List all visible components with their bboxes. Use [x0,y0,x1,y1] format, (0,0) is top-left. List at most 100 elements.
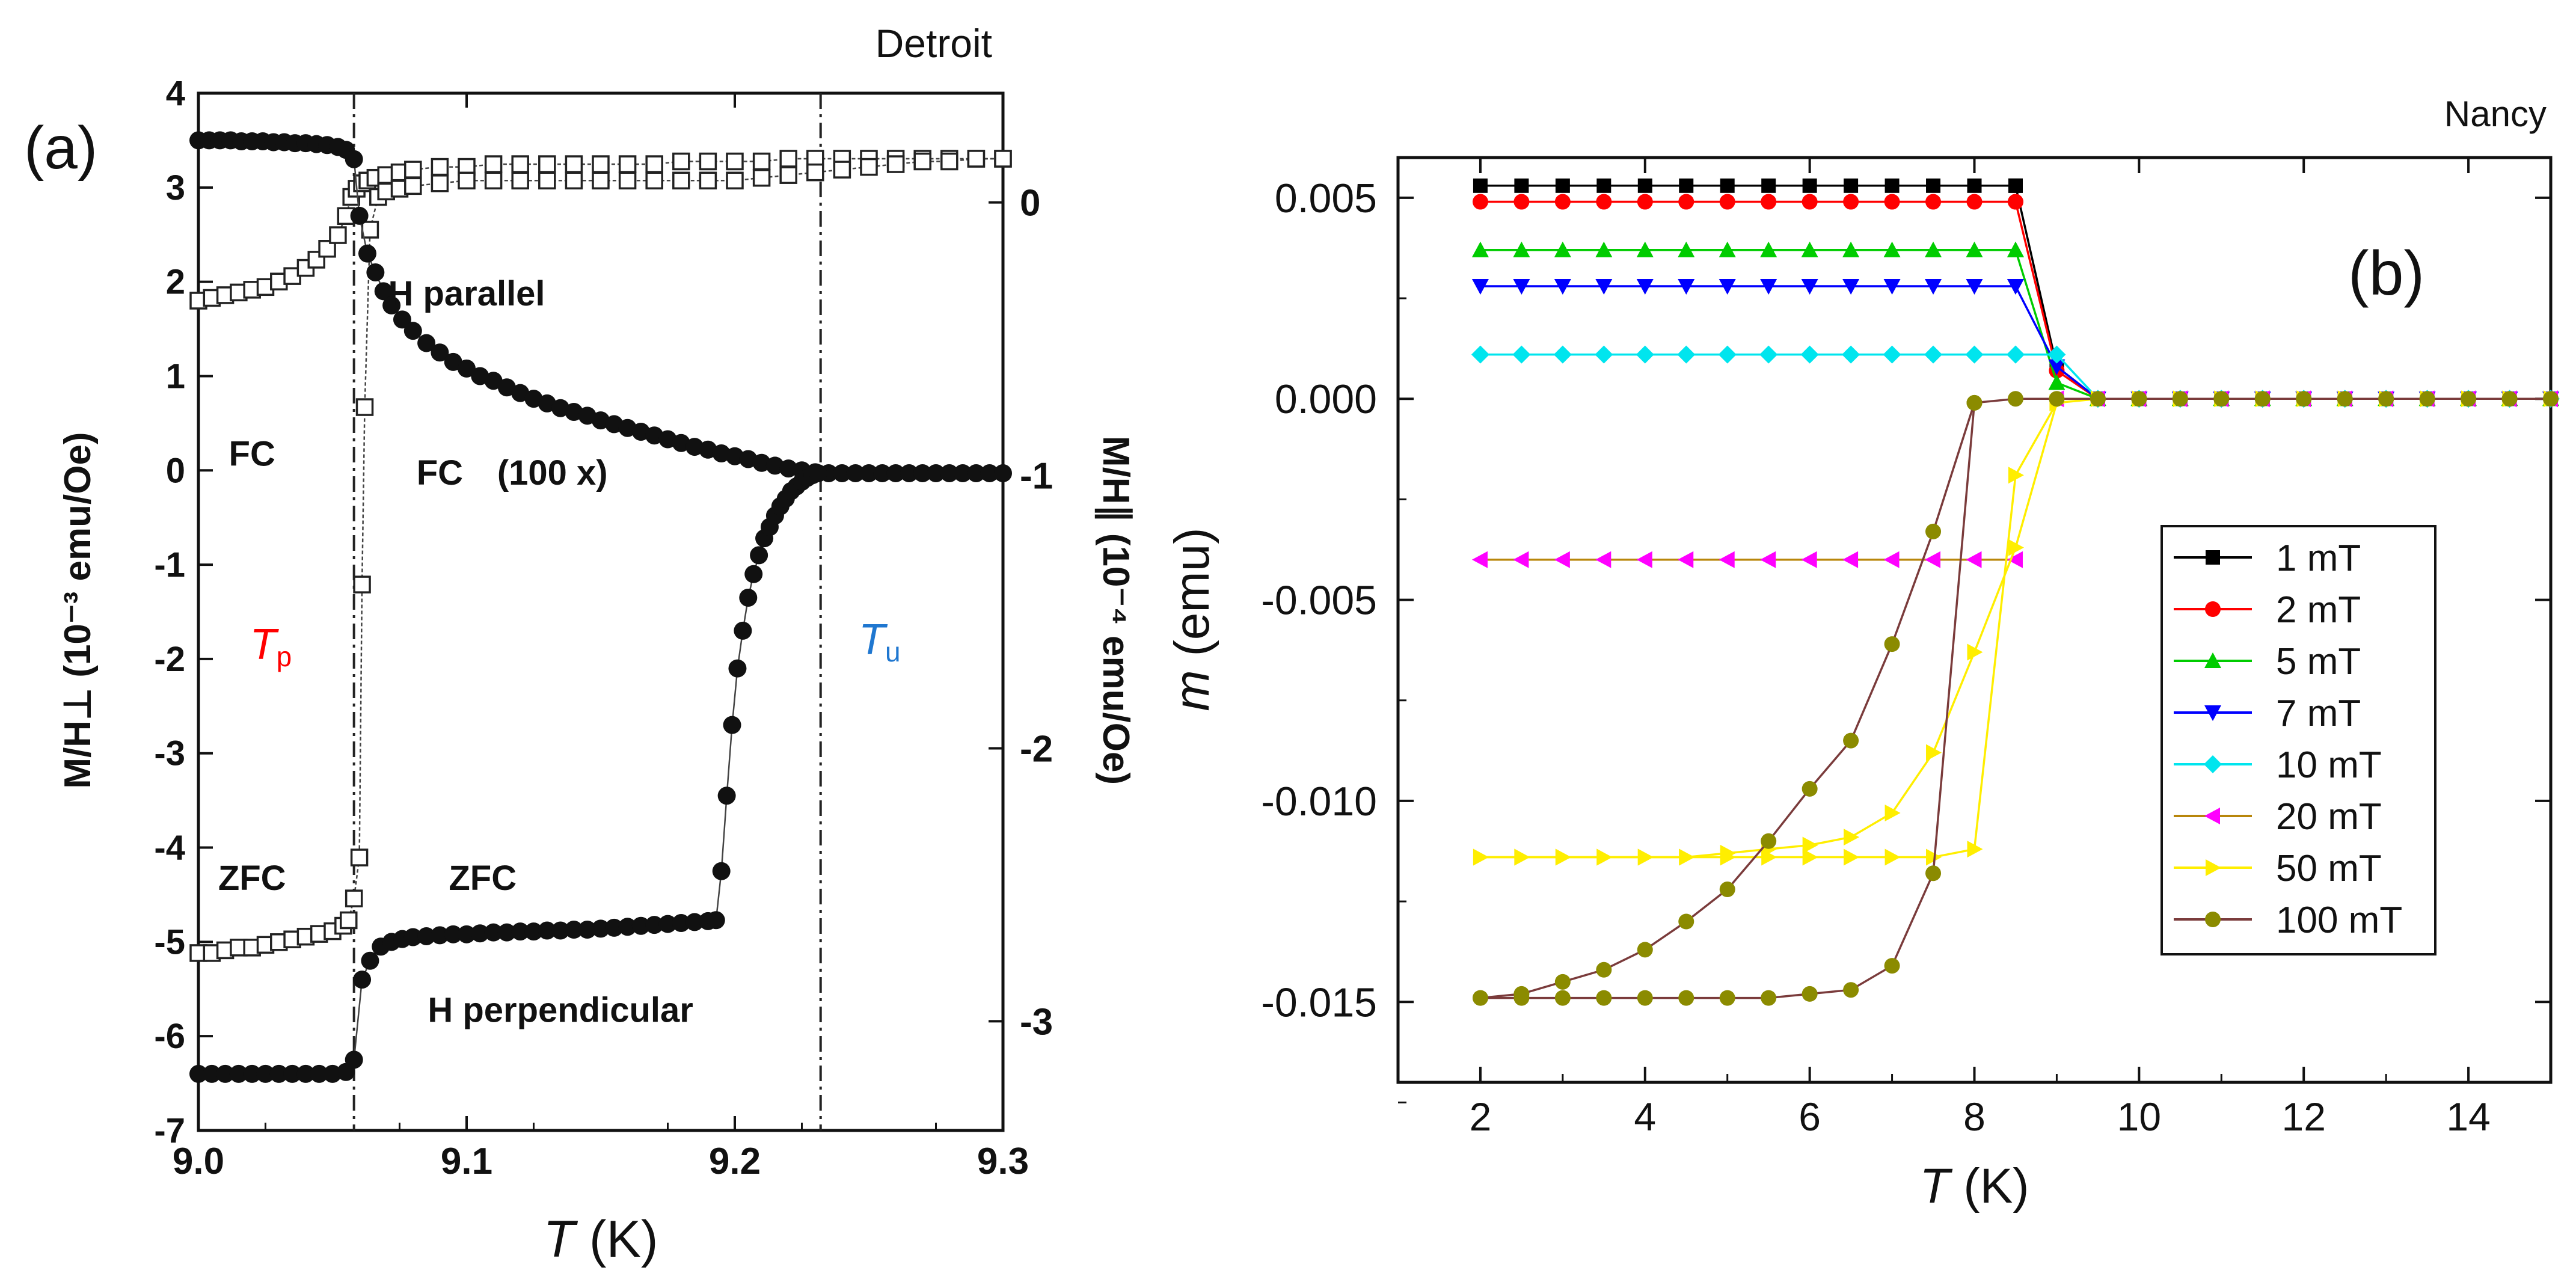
panel-b-series-10-mt-point [1553,345,1572,364]
panel-b-series-50-mt-point [1884,804,1901,821]
panel-b-series-5-mt-point [1883,241,1901,257]
panel-a-perp-fc-point [900,464,918,482]
panel-b-ytick-label: -0.010 [1261,779,1377,824]
panel-a-perp-zfc-point [484,923,503,942]
panel-b-series-5-mt-point [2048,374,2065,390]
panel-b-legend-label: 50 mT [2276,848,2382,889]
panel-b-series-7-mt-point [1595,278,1613,295]
panel-b-series-50-mt-point [1967,643,1983,661]
panel-b-series-5-mt-point [1513,241,1530,257]
panel-b-series-7-mt-point [1554,278,1571,295]
panel-b-series-7-mt-point [1760,278,1777,295]
panel-b-series-100-mt-point [2090,391,2106,407]
panel-a-perp-fc-point [444,352,462,371]
panel-b-series-20-mt-point [2007,551,2023,568]
panel-a-parallel-zfc-point [538,171,556,190]
panel-a-parallel-zfc-point [886,155,905,173]
panel-a-perp-zfc-point [353,971,372,989]
panel-b-series-5-mt-point [1636,241,1654,257]
panel-b-series-5-mt-point [1801,241,1818,257]
panel-b-series-50-mt-point [1967,841,1983,858]
panel-b-legend-label: 10 mT [2276,744,2382,786]
panel-a-perp-fc-point [752,453,771,472]
panel-a-perp-zfc-point [524,922,543,941]
panel-a-perp-fc-point [967,464,986,482]
panel-b-series-2-mt-point [1925,194,1942,210]
panel-a-perp-zfc-point [734,621,752,640]
panel-b-series-10-mt-point [1759,345,1778,364]
panel-a-perp-fc-point [358,244,376,263]
panel-b-series-10-mt-point [1677,345,1696,364]
panel-b-series-7-mt-point [1801,278,1818,295]
panel-b-series-100-mt-point [1761,833,1777,849]
panel-b-series-5-mt-point [1842,241,1860,257]
panel-a-perp-fc-point [484,372,503,390]
panel-b-series-100-mt-point [1596,990,1612,1006]
panel-b-legend-label: 20 mT [2276,796,2382,838]
panel-a-ylabel-left: M/H⊥ (10⁻³ emu/Oe) [57,432,99,788]
panel-a-xtick-label: 9.2 [709,1141,761,1182]
panel-b-series-7-mt-point [1925,278,1942,295]
panel-b-series-7-mt-point [1513,278,1530,295]
panel-a-fc-factor: (100 x) [497,453,608,492]
panel-b-series-100-mt-point [1678,990,1694,1006]
panel-a-perp-fc-point [940,464,958,482]
panel-b-series-1-mt-point [1761,178,1776,193]
panel-a-parallel-zfc-point [350,848,369,866]
panel-b-series-100-mt-point [1884,636,1900,652]
panel-b-series-50-mt-point [2008,539,2024,556]
panel-b-series-7-mt-point [2007,278,2024,295]
panel-b-series-20-mt-point [1678,551,1694,568]
panel-a-perp-zfc-point [645,916,664,934]
panel-b-series-10-mt-point [1965,345,1984,364]
panel-b-series-10-mt-point [1595,345,1613,364]
panel-b-series-50-mt-point [1514,848,1530,866]
panel-a-parallel-fc-point [726,152,744,171]
panel-b-series-2-mt-point [1802,194,1818,210]
panel-a-parallel-fc-point [752,152,771,171]
panel-b-series-2-mt-point [2007,194,2023,210]
panel-a-ytick-label: 3 [166,168,185,207]
panel-b-series-5-mt-point [1595,241,1613,257]
panel-b-series-50-mt-point [1802,836,1818,854]
panel-b-series-100-mt-point [1925,523,1942,539]
panel-a-tu-label: Tu [859,616,901,667]
panel-a-ytick-label: -3 [154,734,185,773]
panel-a-tp-label: Tp [250,621,292,672]
panel-a-parallel-fc-point [592,155,610,173]
panel-a-perp-zfc-point [712,862,731,880]
panel-a-perp-fc-point [846,464,865,482]
panel-a-ytick-right-label: -3 [1020,1001,1053,1043]
panel-b-series-1-mt-point [1679,178,1694,193]
panel-b-series-20-mt-point [1925,551,1941,568]
panel-b-series-20-mt-point [1554,551,1570,568]
panel-a-parallel-fc-point [511,155,529,173]
panel-b-xtick-label: 12 [2282,1094,2326,1139]
panel-a-perp-fc-point [393,310,411,329]
panel-b-ytick-label: 0.000 [1275,376,1377,422]
panel-a-parallel-fc-point [565,155,583,173]
panel-a-parallel-zfc-point [345,889,363,907]
panel-a-ytick-label: -7 [154,1111,185,1150]
panel-a-perp-fc-point [712,444,731,463]
panel-a-perp-zfc-point [707,911,725,930]
panel-b-series-5-mt-point [1966,241,1983,257]
panel-b-series-100-mt-point [1596,962,1612,978]
panel-b-series-50-mt-point [2008,467,2024,484]
panel-b-series-5-mt-point [1471,241,1489,257]
panel-b-legend-label: 100 mT [2276,900,2402,941]
panel-b-series-20-mt-point [1883,551,1900,568]
panel-b-series-20-mt-point [1513,551,1529,568]
panel-b-series-5-mt-point [1554,241,1571,257]
panel-a-parallel-zfc-point [699,171,717,190]
panel-a-perp-zfc-point [471,924,489,943]
panel-b-series-10-mt-point [1471,345,1489,364]
panel-b-series-1-mt-point [1596,178,1612,193]
panel-a-perp-zfc-point [618,918,637,936]
panel-a-perp-zfc-point [685,913,704,931]
panel-b-series-100-mt-point [1554,974,1571,990]
panel-b-series-100-mt-point [2254,391,2271,407]
panel-a-perp-zfc-point [203,1064,221,1083]
panel-b-series-1-mt-point [1555,178,1570,193]
panel-b-series-50-mt-point [1637,848,1654,866]
